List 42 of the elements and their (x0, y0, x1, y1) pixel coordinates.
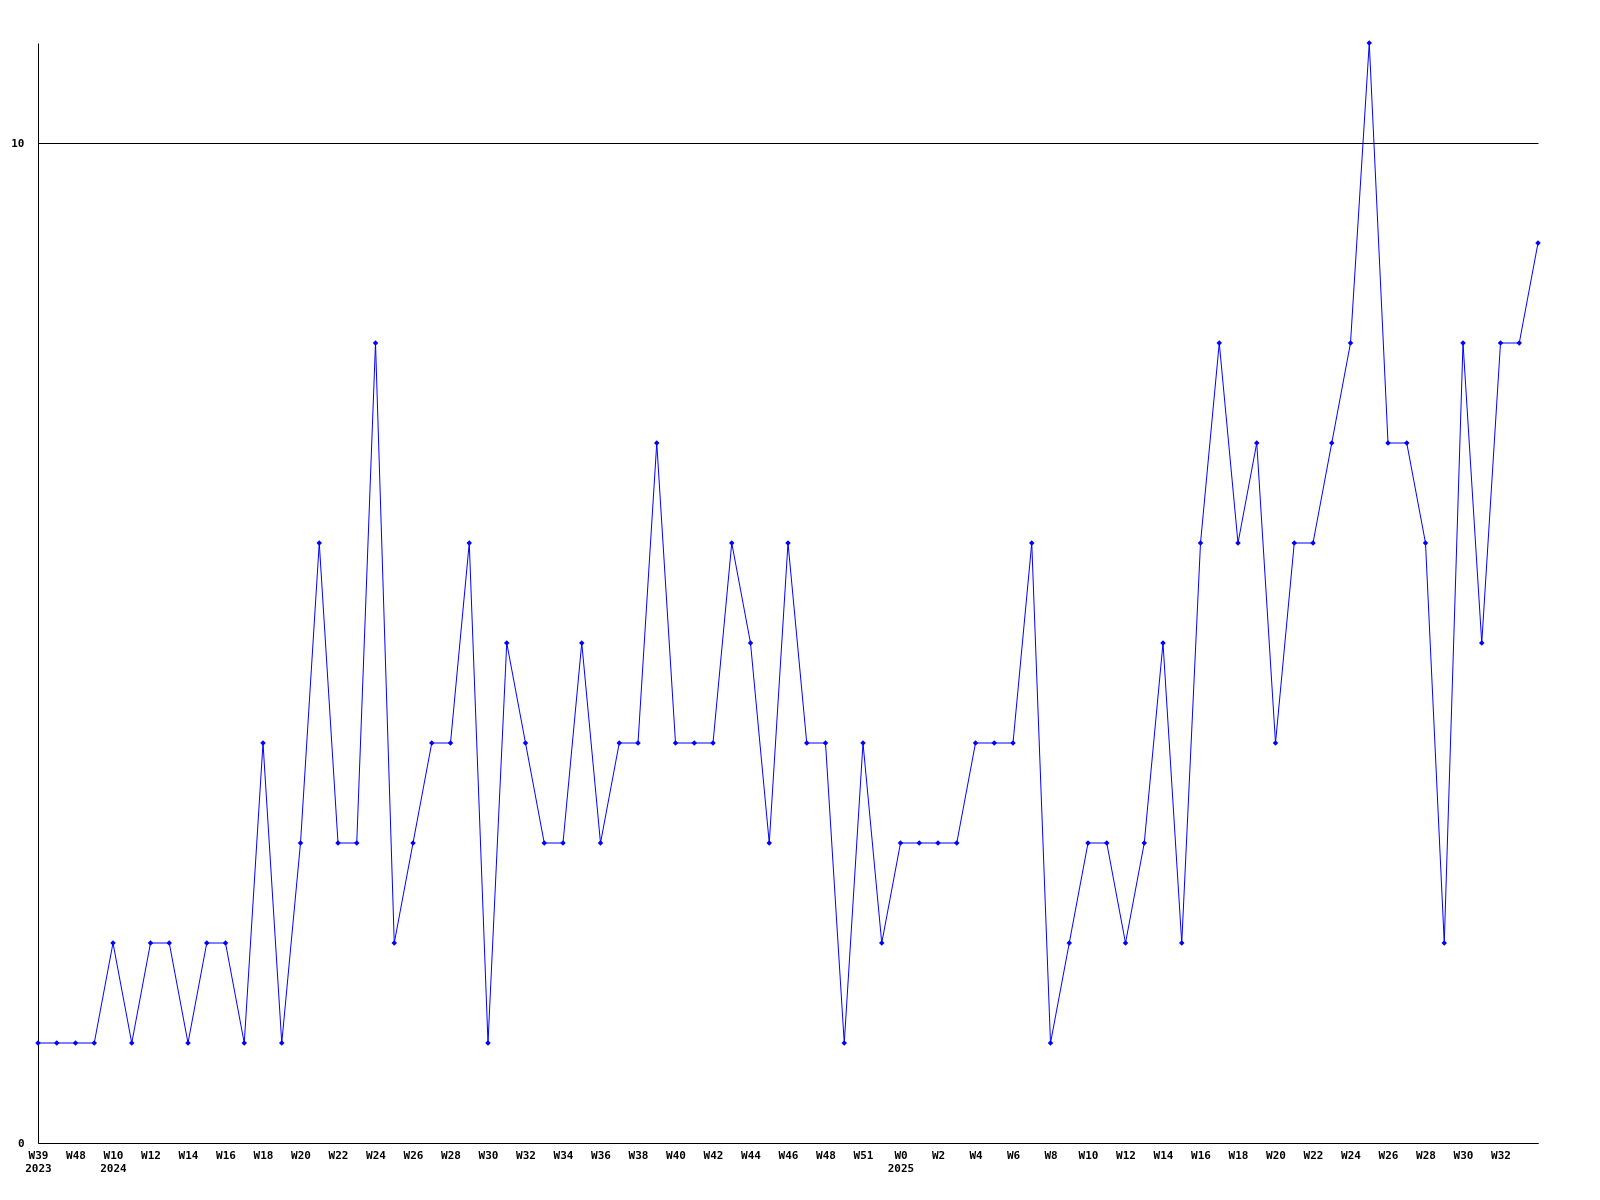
x-tick-label: W32 (516, 1148, 536, 1162)
x-tick-label: W16 (216, 1148, 237, 1162)
x-tick-label: W18 (1228, 1148, 1249, 1162)
x-tick-label: W10 2024 (100, 1148, 128, 1175)
x-tick-label: W0 2025 (887, 1148, 915, 1175)
x-tick-label: W12 (1116, 1148, 1136, 1162)
x-tick-label: W20 (291, 1148, 311, 1162)
x-tick-label: W36 (591, 1148, 612, 1162)
x-tick-label: W14 (1153, 1148, 1174, 1162)
x-tick-label: W28 (441, 1148, 461, 1162)
x-tick-label: W12 (141, 1148, 161, 1162)
x-tick-label: W32 (1491, 1148, 1511, 1162)
y-tick-label: 10 (11, 136, 25, 150)
x-tick-label: W2 (931, 1148, 946, 1162)
x-tick-label: W44 (741, 1148, 762, 1162)
x-tick-label: W24 (1341, 1148, 1362, 1162)
x-tick-label: W14 (178, 1148, 199, 1162)
x-tick-label: W18 (253, 1148, 274, 1162)
x-tick-label: W42 (703, 1148, 724, 1162)
x-tick-label: W26 (1378, 1148, 1399, 1162)
x-tick-label: W30 (1453, 1148, 1474, 1162)
x-tick-label: W40 (666, 1148, 686, 1162)
x-tick-label: W16 (1191, 1148, 1212, 1162)
y-tick-label: 0 (17, 1136, 25, 1150)
x-tick-label: W39 2023 (25, 1148, 52, 1175)
x-tick-label: W6 (1006, 1148, 1021, 1162)
x-tick-label: W10 (1078, 1148, 1099, 1162)
x-tick-label: W48 (816, 1148, 836, 1162)
x-tick-label: W28 (1416, 1148, 1436, 1162)
x-tick-label: W4 (969, 1148, 983, 1162)
x-tick-label: W20 (1266, 1148, 1286, 1162)
x-tick-label: W8 (1044, 1148, 1058, 1162)
x-tick-label: W24 (366, 1148, 387, 1162)
x-tick-label: W51 (853, 1148, 874, 1162)
x-tick-label: W22 (328, 1148, 349, 1162)
x-tick-label: W30 (478, 1148, 499, 1162)
x-tick-label: W22 (1303, 1148, 1324, 1162)
x-tick-label: W46 (778, 1148, 799, 1162)
x-tick-label: W34 (553, 1148, 574, 1162)
x-tick-label: W38 (628, 1148, 649, 1162)
x-tick-label: W26 (403, 1148, 424, 1162)
x-tick-label: W48 (66, 1148, 86, 1162)
